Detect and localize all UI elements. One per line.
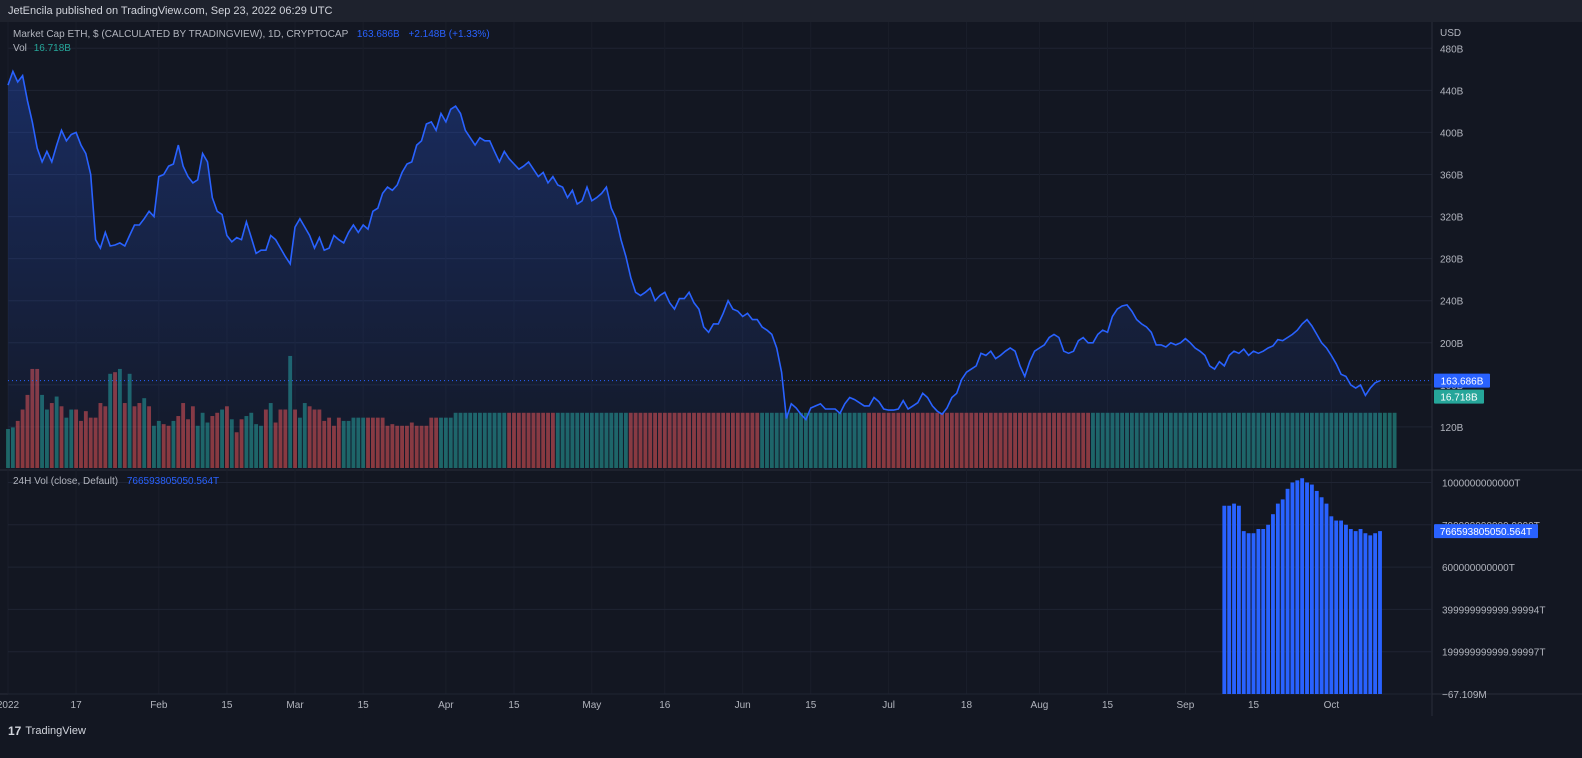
- volume-bar: [1382, 412, 1387, 468]
- x-tick-label: Apr: [438, 700, 454, 711]
- x-tick-label: Jun: [735, 700, 751, 711]
- indicator-bar: [1246, 533, 1251, 694]
- x-tick-label: 15: [358, 700, 370, 711]
- indicator-bar: [1373, 533, 1378, 694]
- legend-change: +2.148B (+1.33%): [408, 29, 490, 40]
- x-tick-label: Sep: [1176, 700, 1194, 711]
- y-tick-label: 360B: [1440, 171, 1464, 182]
- x-tick-label: Jul: [882, 700, 895, 711]
- indicator-tick-label: 1000000000000T: [1442, 478, 1520, 489]
- indicator-bar: [1295, 480, 1300, 694]
- indicator-bar: [1319, 497, 1324, 694]
- indicator-legend: 24H Vol (close, Default) 766593805050.56…: [13, 476, 219, 487]
- indicator-bar: [1232, 503, 1236, 694]
- indicator-last-label: 766593805050.564T: [1440, 527, 1532, 538]
- indicator-bar: [1266, 524, 1271, 694]
- x-tick-label: 18: [961, 700, 973, 711]
- y-tick-label: 200B: [1440, 339, 1464, 350]
- legend-last: 163.686B: [356, 29, 400, 40]
- publish-info: JetEncila published on TradingView.com, …: [8, 5, 333, 17]
- indicator-bar: [1227, 505, 1232, 694]
- indicator-bar: [1314, 490, 1319, 694]
- indicator-tick-label: 399999999999.99994T: [1442, 605, 1545, 616]
- indicator-bar: [1290, 482, 1295, 694]
- x-tick-label: Feb: [150, 700, 168, 711]
- y-axis-unit: USD: [1440, 28, 1461, 39]
- area-fill: [8, 71, 1380, 470]
- indicator-bar: [1368, 535, 1373, 694]
- indicator-bar: [1300, 478, 1305, 694]
- x-tick-label: 15: [805, 700, 817, 711]
- indicator-bar: [1305, 482, 1309, 694]
- indicator-bar: [1256, 529, 1261, 694]
- indicator-bar: [1251, 533, 1256, 694]
- legend-symbol: Market Cap ETH, $ (CALCULATED BY TRADING…: [13, 29, 349, 40]
- indicator-bar: [1222, 505, 1227, 694]
- x-tick-label: 15: [1102, 700, 1114, 711]
- last-price-badge: [1434, 373, 1490, 388]
- indicator-bar: [1236, 505, 1241, 694]
- indicator-bar: [1334, 520, 1339, 694]
- x-tick-label: May: [582, 700, 601, 711]
- vol-legend-label: Vol: [13, 43, 27, 54]
- indicator-bar: [1309, 484, 1314, 694]
- indicator-tick-label: 600000000000T: [1442, 563, 1515, 574]
- y-tick-label: 280B: [1440, 255, 1464, 266]
- x-tick-label: 15: [221, 700, 233, 711]
- x-tick-label: 16: [659, 700, 671, 711]
- indicator-bar: [1358, 529, 1363, 694]
- indicator-value: 766593805050.564T: [126, 476, 220, 487]
- volume-bar: [1387, 412, 1392, 468]
- x-tick-label: 15: [508, 700, 520, 711]
- tv-logo-icon: 17: [8, 724, 22, 738]
- series-line: [7, 69, 1381, 422]
- footer: 17 TradingView: [0, 716, 1582, 758]
- x-tick-label: Aug: [1031, 700, 1049, 711]
- x-tick-label: 17: [71, 700, 83, 711]
- y-tick-label: 240B: [1440, 297, 1464, 308]
- indicator-bar: [1280, 499, 1285, 694]
- volume-bar: [1392, 412, 1397, 468]
- last-vol-label: 16.718B: [1440, 393, 1478, 404]
- x-tick-label: Oct: [1324, 700, 1340, 711]
- indicator-label: 24H Vol (close, Default): [13, 476, 119, 487]
- indicator-bar: [1353, 531, 1358, 694]
- x-tick-label: 15: [1248, 700, 1260, 711]
- indicator-bar: [1324, 503, 1329, 694]
- vol-legend-value: 16.718B: [33, 43, 71, 54]
- vol-legend: Vol 16.718B: [13, 43, 71, 54]
- indicator-bar: [1241, 531, 1246, 694]
- y-tick-label: 480B: [1440, 44, 1464, 55]
- indicator-bar: [1378, 531, 1382, 694]
- indicator-bar: [1363, 533, 1368, 694]
- indicator-bar: [1271, 514, 1275, 694]
- indicator-bar: [1285, 488, 1290, 694]
- y-tick-label: 400B: [1440, 128, 1464, 139]
- indicator-tick-label: 199999999999.99997T: [1442, 648, 1545, 659]
- y-tick-label: 320B: [1440, 213, 1464, 224]
- indicator-bar: [1339, 520, 1344, 694]
- tradingview-logo[interactable]: 17 TradingView: [8, 724, 86, 738]
- indicator-last-badge: [1434, 524, 1538, 539]
- publish-header: JetEncila published on TradingView.com, …: [0, 0, 1582, 22]
- x-tick-label: 2022: [0, 700, 20, 711]
- x-tick-label: Mar: [286, 700, 304, 711]
- y-tick-label: 120B: [1440, 423, 1464, 434]
- indicator-bar: [1275, 503, 1280, 694]
- indicator-bar: [1344, 524, 1348, 694]
- y-tick-label: 440B: [1440, 86, 1464, 97]
- main-legend: Market Cap ETH, $ (CALCULATED BY TRADING…: [13, 29, 490, 40]
- last-price-label: 163.686B: [1441, 377, 1484, 388]
- indicator-bar: [1329, 516, 1334, 694]
- indicator-bar: [1261, 529, 1266, 694]
- price-chart[interactable]: 120B160B200B240B280B320B360B400B440B480B…: [0, 22, 1582, 716]
- indicator-tick-label: −67.109M: [1442, 690, 1487, 701]
- indicator-bar: [1348, 529, 1353, 694]
- brand-name: TradingView: [25, 725, 86, 737]
- last-vol-badge: [1434, 389, 1484, 404]
